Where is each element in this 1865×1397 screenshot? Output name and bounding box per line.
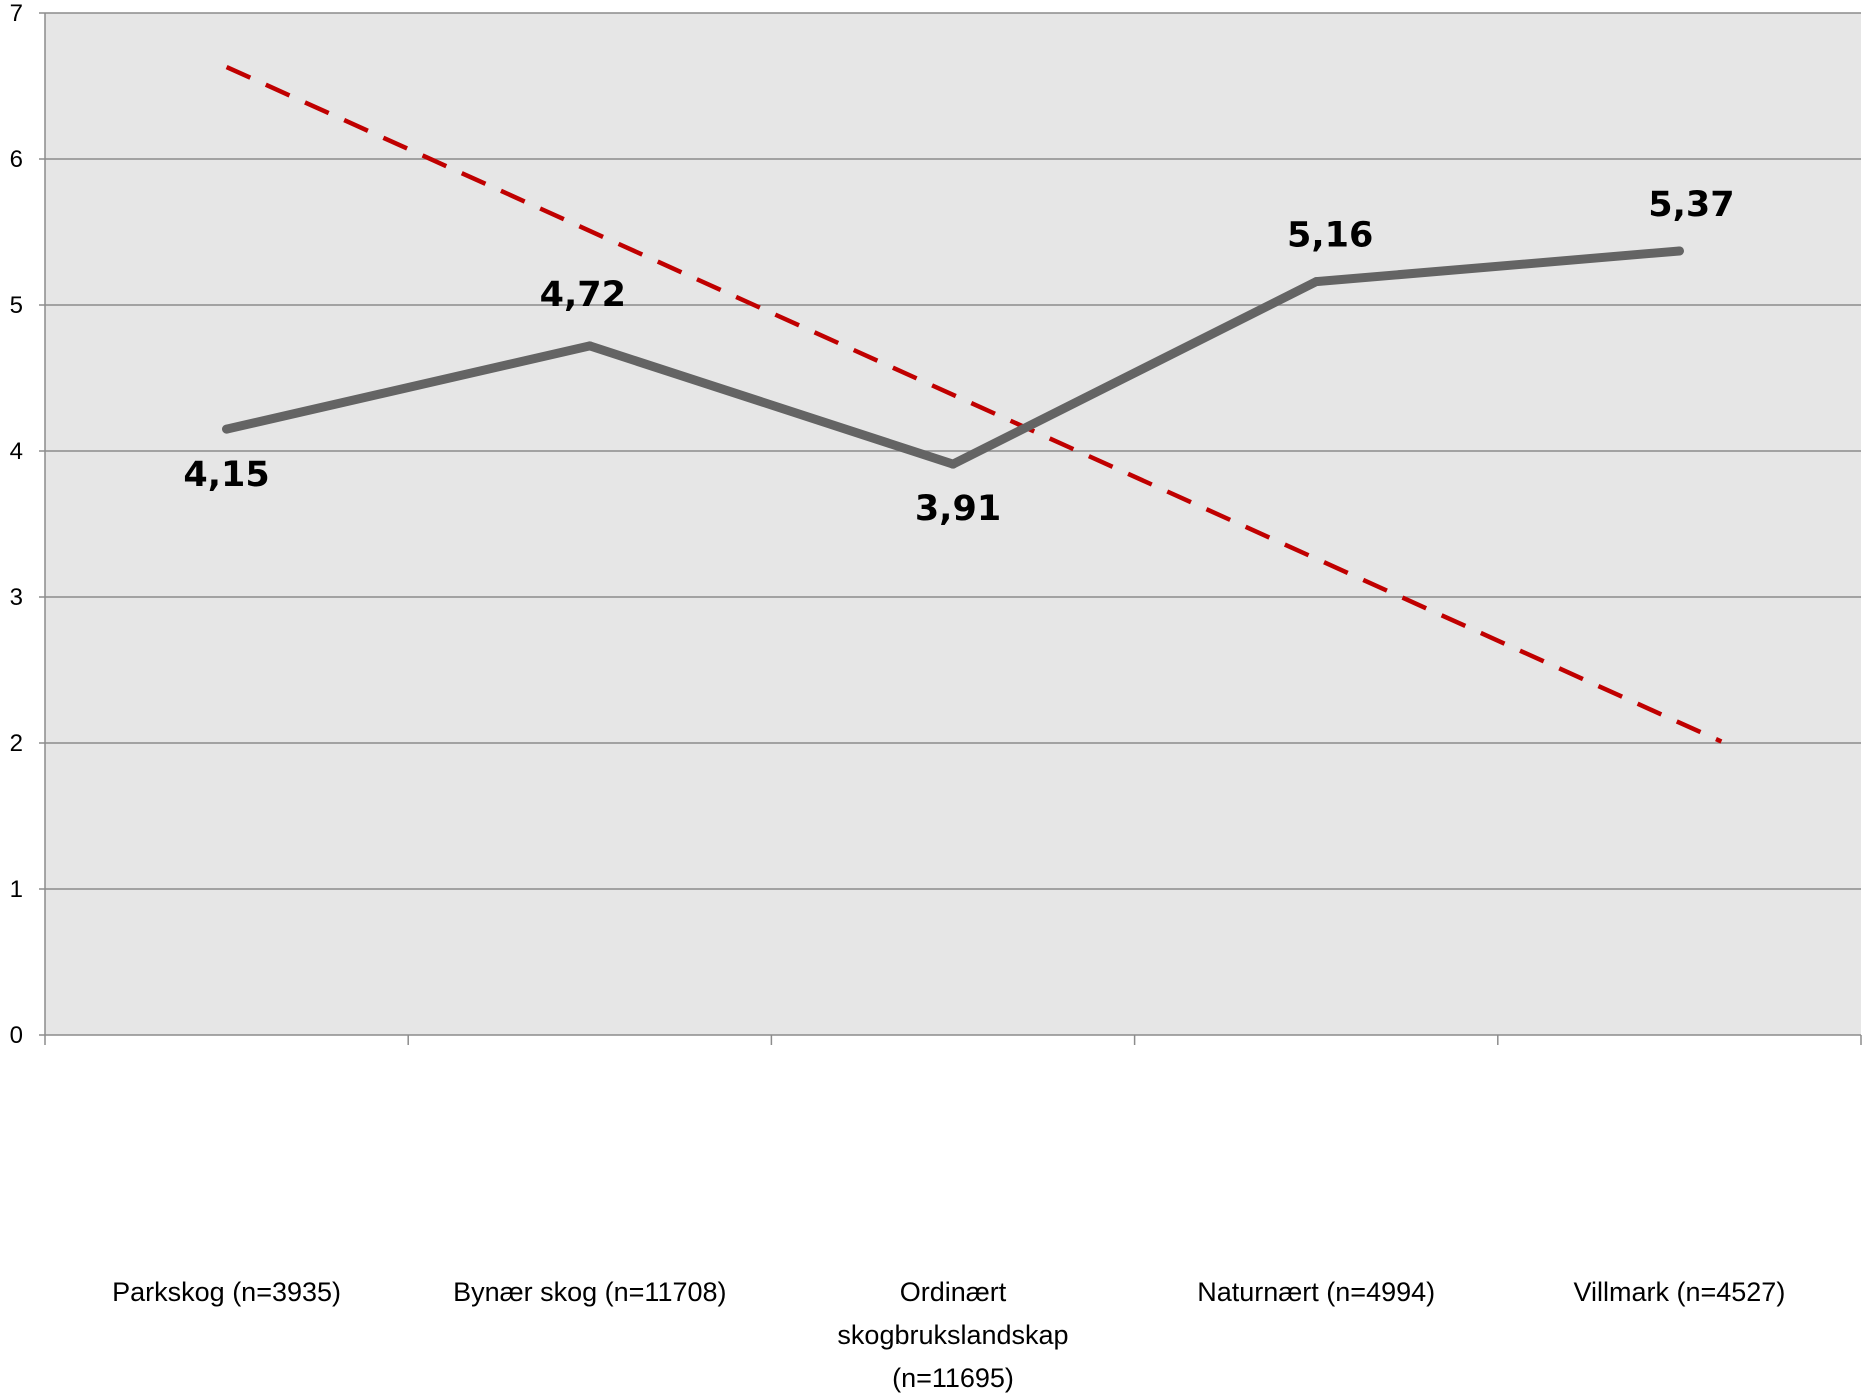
trendline-group [225, 64, 1723, 744]
x-category-label-line: Bynær skog (n=11708) [453, 1277, 726, 1307]
y-tick-label: 7 [10, 0, 23, 27]
axes [44, 13, 1862, 1045]
data-point [585, 341, 595, 351]
y-tick-label: 2 [10, 730, 23, 757]
data-point [948, 459, 958, 469]
x-axis-tick-labels: Parkskog (n=3935) Bynær skog (n=11708) Ord… [112, 1277, 1785, 1393]
plot-area [45, 13, 1861, 1035]
data-point [1674, 246, 1684, 256]
data-label: 4,15 [183, 455, 269, 495]
data-label: 5,16 [1287, 216, 1373, 256]
y-tick-label: 1 [10, 876, 23, 903]
x-category-label-line: Villmark (n=4527) [1573, 1277, 1785, 1307]
data-point [1311, 277, 1321, 287]
gridlines [39, 12, 1861, 1036]
y-axis-tick-labels: 0 1 2 3 4 5 6 7 [10, 0, 23, 1049]
y-tick-label: 5 [10, 292, 23, 319]
x-category-label: Parkskog (n=3935) [112, 1277, 341, 1307]
x-category-label-line: skogbrukslandskap [837, 1320, 1068, 1350]
y-tick-label: 4 [10, 438, 23, 465]
y-tick-label: 0 [10, 1022, 23, 1049]
y-tick-label: 3 [10, 584, 23, 611]
data-labels: 4,15 4,72 3,91 5,16 5,37 [183, 185, 1734, 529]
x-category-label: Naturnært (n=4994) [1197, 1277, 1435, 1307]
x-category-label: Bynær skog (n=11708) [453, 1277, 726, 1307]
x-category-label-line: Ordinært [900, 1277, 1007, 1307]
trendline [225, 64, 1723, 744]
x-category-label: Villmark (n=4527) [1573, 1277, 1785, 1307]
data-label: 3,91 [915, 489, 1001, 529]
y-tick-label: 6 [10, 146, 23, 173]
data-point [222, 424, 232, 434]
data-label: 5,37 [1648, 185, 1734, 225]
series-group [222, 246, 1684, 469]
x-category-label-line: (n=11695) [892, 1363, 1014, 1393]
x-category-label-line: Parkskog (n=3935) [112, 1277, 341, 1307]
data-label: 4,72 [540, 275, 626, 315]
x-category-label-line: Naturnært (n=4994) [1197, 1277, 1435, 1307]
x-category-label: Ordinært skogbrukslandskap (n=11695) [837, 1277, 1068, 1393]
